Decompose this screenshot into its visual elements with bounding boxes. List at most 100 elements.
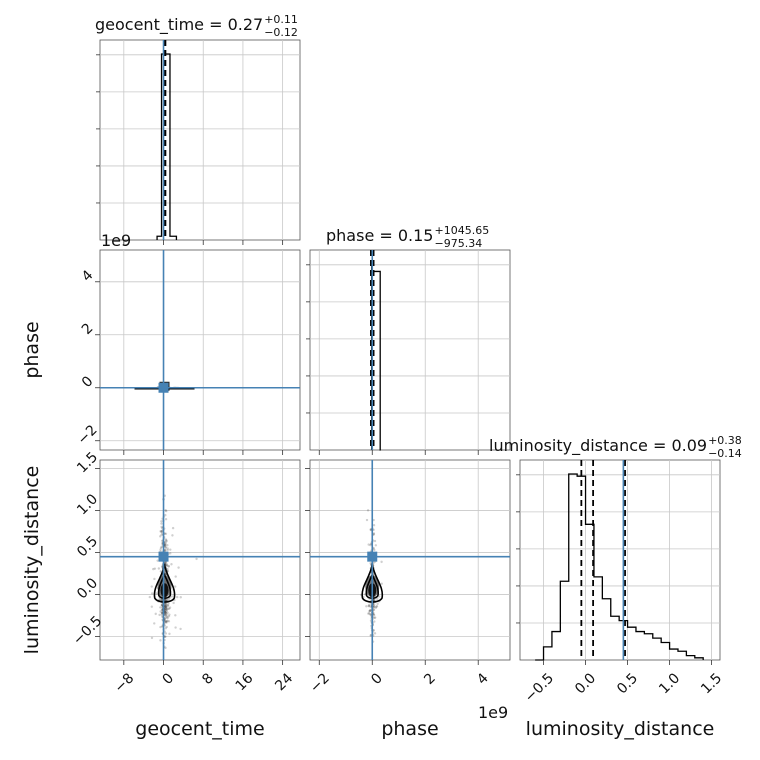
y-tick-label-luminosity_distance: 1.5 xyxy=(74,449,101,476)
sample-point xyxy=(159,530,162,533)
x-tick-label-phase: 0 xyxy=(368,670,386,688)
sample-point xyxy=(166,617,169,620)
title-lower-error: −0.14 xyxy=(708,447,742,460)
sample-point xyxy=(164,605,167,608)
sample-point xyxy=(165,606,168,610)
sample-point xyxy=(159,606,162,609)
title-phase: phase = 0.15 +1045.65−975.34 xyxy=(326,224,489,250)
sample-point xyxy=(372,518,375,522)
x-tick-label-phase: 4 xyxy=(474,670,492,688)
sample-point xyxy=(160,598,163,601)
offset-label-x-phase: 1e9 xyxy=(478,703,508,722)
x-tick-label-luminosity_distance: 0.5 xyxy=(614,670,641,697)
x-tick-label-luminosity_distance: −0.5 xyxy=(522,670,557,705)
sample-point xyxy=(369,528,372,531)
sample-point xyxy=(369,605,372,608)
sample-point xyxy=(369,608,372,612)
sample-point xyxy=(164,561,167,564)
sample-point xyxy=(372,613,376,617)
sample-point xyxy=(160,604,164,607)
sample-point xyxy=(165,608,169,611)
x-tick-label-luminosity_distance: 1.5 xyxy=(698,670,725,697)
sample-point xyxy=(165,612,168,615)
sample-point xyxy=(166,616,169,619)
sample-point xyxy=(150,592,154,595)
sample-point xyxy=(372,606,376,609)
truth-marker xyxy=(367,551,378,562)
title-main: luminosity_distance = 0.09 xyxy=(489,436,707,456)
scatter-luminosity_distance-vs-geocent_time xyxy=(100,460,300,660)
sample-point xyxy=(368,609,371,613)
sample-point xyxy=(373,598,376,602)
sample-point xyxy=(166,547,169,550)
sample-point xyxy=(164,614,167,617)
sample-point xyxy=(158,598,161,601)
sample-point xyxy=(164,616,167,619)
scatter-luminosity_distance-vs-phase xyxy=(310,460,510,660)
sample-point xyxy=(163,598,167,601)
sample-point xyxy=(164,532,168,535)
sample-point xyxy=(372,533,376,536)
sample-point xyxy=(170,595,174,598)
sample-point xyxy=(368,603,371,606)
sample-point xyxy=(154,612,157,616)
sample-point xyxy=(166,567,169,571)
y-axis-label-luminosity_distance: luminosity_distance xyxy=(21,466,43,655)
sample-point xyxy=(164,544,167,547)
sample-point xyxy=(164,611,167,614)
title-upper-error: +1045.65 xyxy=(434,224,489,237)
sample-point xyxy=(166,611,169,614)
sample-point xyxy=(165,613,168,617)
sample-point xyxy=(165,562,168,566)
sample-point xyxy=(367,612,370,615)
panel-luminosity_distance-vs-luminosity_distance xyxy=(519,459,721,661)
truth-marker xyxy=(158,551,169,562)
sample-point xyxy=(164,610,167,614)
sample-point xyxy=(160,613,164,617)
sample-point xyxy=(365,518,369,522)
sample-point xyxy=(177,566,180,569)
sample-point xyxy=(167,607,171,610)
sample-point xyxy=(176,595,179,599)
sample-point xyxy=(367,604,371,608)
sample-point xyxy=(164,538,168,541)
y-axis-label-phase: phase xyxy=(21,321,43,378)
sample-point xyxy=(165,603,168,607)
sample-point xyxy=(150,605,154,608)
x-axis-label-geocent_time: geocent_time xyxy=(135,718,264,740)
sample-point xyxy=(174,575,177,578)
sample-point xyxy=(374,606,378,609)
sample-point xyxy=(160,529,164,533)
sample-point xyxy=(160,525,163,529)
sample-point xyxy=(366,509,370,512)
title-luminosity_distance: luminosity_distance = 0.09 +0.38−0.14 xyxy=(489,434,742,460)
sample-point xyxy=(150,585,153,588)
sample-point xyxy=(168,632,171,636)
sample-point xyxy=(164,635,167,638)
sample-point xyxy=(164,540,167,544)
sample-point xyxy=(163,549,167,552)
sample-point xyxy=(372,613,376,616)
title-lower-error: −0.12 xyxy=(264,26,298,39)
sample-point xyxy=(153,622,156,625)
sample-point xyxy=(373,632,377,635)
sample-point xyxy=(376,597,379,601)
sample-point xyxy=(373,548,376,552)
sample-point xyxy=(165,564,169,567)
sample-point xyxy=(380,560,383,564)
y-tick-label-phase: −2 xyxy=(75,422,101,448)
sample-point xyxy=(373,539,377,543)
contour-inner xyxy=(157,572,172,600)
sample-point xyxy=(164,546,168,550)
sample-point xyxy=(372,604,375,608)
sample-point xyxy=(165,539,168,542)
x-tick-label-geocent_time: 0 xyxy=(160,670,178,688)
sample-point xyxy=(167,565,170,568)
sample-point xyxy=(158,613,161,617)
sample-point xyxy=(163,613,167,616)
truth-marker xyxy=(158,382,169,393)
sample-point xyxy=(372,608,376,612)
x-tick-label-luminosity_distance: 0.0 xyxy=(572,670,599,697)
sample-point xyxy=(165,608,168,611)
